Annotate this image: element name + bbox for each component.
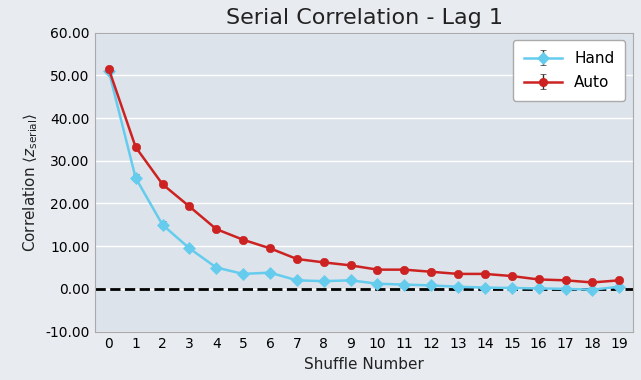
Legend: Hand, Auto: Hand, Auto [513,40,625,101]
Title: Serial Correlation - Lag 1: Serial Correlation - Lag 1 [226,8,503,28]
Y-axis label: Correlation $\langle z_{\mathregular{serial}}\rangle$: Correlation $\langle z_{\mathregular{ser… [21,112,40,252]
X-axis label: Shuffle Number: Shuffle Number [304,357,424,372]
